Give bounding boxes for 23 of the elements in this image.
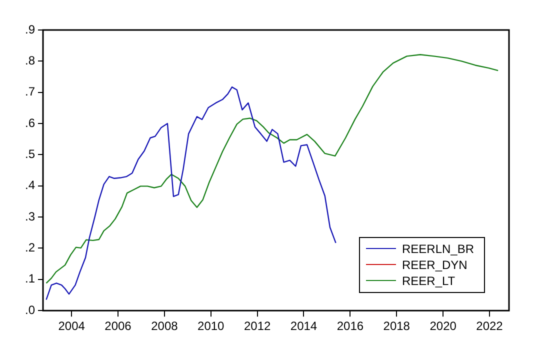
y-tick-label: .4 [24,178,36,192]
y-tick-label: .1 [24,272,36,286]
x-tick-label: 2006 [104,319,132,334]
y-tick-label: .5 [24,147,36,162]
legend-label: REERLN_BR [402,242,474,256]
y-tick-label: .9 [24,22,36,36]
x-tick-label: 2012 [244,319,271,334]
legend-label: REER_DYN [402,258,468,272]
y-tick-label: .7 [24,84,36,99]
x-tick-label: 2016 [336,319,364,334]
y-tick-label: .6 [24,116,36,130]
y-tick-label: .3 [24,209,36,224]
y-tick-label: .2 [24,240,36,255]
x-tick-label: 2014 [290,319,318,334]
x-tick-label: 2008 [151,319,178,334]
x-tick-label: 2004 [58,319,86,334]
x-tick-label: 2018 [383,319,410,334]
x-tick-label: 2010 [198,319,225,334]
x-tick-label: 2022 [476,319,504,334]
legend-label: REER_LT [402,274,456,288]
y-tick-label: .8 [24,53,36,68]
x-tick-label: 2020 [430,319,457,334]
y-tick-label: .0 [24,302,36,317]
